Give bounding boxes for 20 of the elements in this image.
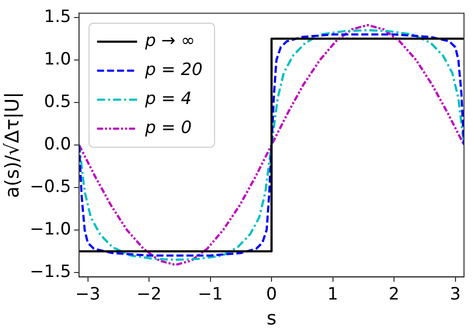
y-tick-label: 0.5 bbox=[44, 92, 72, 112]
x-axis-title: s bbox=[266, 308, 276, 330]
y-tick-label: 1.0 bbox=[44, 49, 72, 70]
x-tick-label: −2 bbox=[136, 284, 162, 304]
x-tick-label: 3 bbox=[450, 284, 461, 304]
y-tick-label: 0.0 bbox=[44, 134, 72, 154]
y-tick-label: 1.5 bbox=[44, 6, 72, 27]
legend-label: p → ∞ bbox=[144, 31, 196, 52]
legend-label: p = 4 bbox=[144, 89, 192, 110]
y-tick-label: −0.5 bbox=[30, 176, 72, 197]
x-tick-label: 0 bbox=[266, 284, 277, 304]
x-tick-label: 1 bbox=[327, 284, 338, 304]
x-tick-label: −1 bbox=[198, 284, 223, 304]
y-tick-label: −1.0 bbox=[30, 219, 72, 240]
y-axis-title: a(s)/√Δτ|U| bbox=[1, 92, 24, 198]
legend-label: p = 20 bbox=[144, 60, 203, 80]
legend-label: p = 0 bbox=[144, 118, 192, 138]
y-tick-label: −1.5 bbox=[30, 262, 72, 282]
x-tick-label: −3 bbox=[75, 284, 100, 304]
x-tick-label: 2 bbox=[388, 284, 400, 304]
